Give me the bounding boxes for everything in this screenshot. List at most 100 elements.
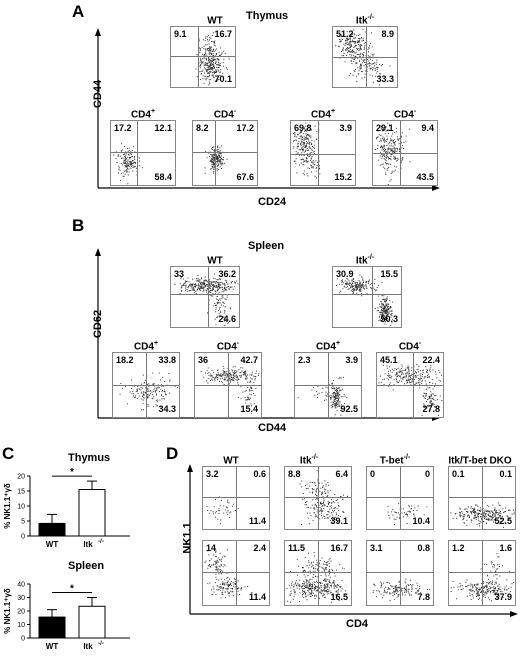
flow-dots — [200, 364, 260, 414]
quadrant-gate-horizontal — [333, 294, 401, 295]
quadrant-upper-left-value: 8.2 — [196, 123, 209, 133]
flow-plot: 33 36.2 24.6 — [170, 266, 240, 328]
quadrant-lower-right-value: 27.8 — [422, 404, 440, 414]
quadrant-lower-right-value: 15.2 — [334, 172, 352, 182]
bar — [38, 616, 66, 639]
bar-y-tick-label: 20 — [17, 474, 25, 481]
quadrant-upper-right-value: 2.4 — [253, 543, 266, 553]
flow-plot-title: WT — [207, 255, 223, 267]
thymus-bar-chart: 0 5 10 15 20 * WT Itk -/- % NK1.1⁺γδ — [3, 467, 130, 549]
quadrant-gate-vertical — [236, 467, 237, 529]
panel-b-yaxis-label: CD62 — [92, 309, 105, 339]
quadrant-gate-horizontal — [367, 571, 433, 573]
bar-y-tick-label: 5 — [21, 519, 25, 526]
bar-category-label: WT — [46, 642, 59, 651]
quadrant-upper-left-value: 45.1 — [380, 355, 398, 365]
panel-a-xaxis-label: CD24 — [258, 196, 287, 208]
quadrant-upper-left-value: 0 — [370, 469, 376, 479]
quadrant-lower-right-value: 37.9 — [494, 592, 512, 602]
quadrant-upper-right-value: 22.4 — [422, 355, 440, 365]
quadrant-upper-right-value: 16.7 — [214, 29, 232, 39]
panel-a-axes — [95, 28, 440, 191]
flow-plot-title: T-bet-/- — [379, 454, 411, 467]
quadrant-upper-right-value: 0.1 — [499, 469, 512, 479]
bar-category-label: WT — [46, 540, 59, 549]
quadrant-upper-left-value: 0.1 — [452, 469, 465, 479]
quadrant-gate-horizontal — [333, 57, 397, 58]
flow-plot-title: CD4+ — [315, 340, 341, 353]
flow-plot-title: CD4+ — [130, 108, 156, 121]
flow-plot: 8.8 6.4 39.1 — [284, 466, 352, 530]
quadrant-upper-right-value: 9.4 — [421, 123, 434, 133]
quadrant-lower-right-value: 92.5 — [340, 404, 358, 414]
bar-category-label: Itk — [83, 540, 93, 549]
flow-plot: 1.2 1.6 37.9 — [448, 540, 516, 606]
quadrant-upper-left-value: 33 — [174, 269, 185, 279]
panel-b-letter: B — [72, 216, 85, 235]
quadrant-upper-left-value: 29.1 — [376, 123, 394, 133]
quadrant-gate-vertical — [136, 121, 138, 185]
quadrant-lower-right-value: 33.3 — [376, 74, 394, 84]
quadrant-upper-right-value: 3.9 — [345, 355, 358, 365]
quadrant-gate-horizontal — [377, 385, 443, 386]
panel-b-title: Spleen — [248, 240, 285, 252]
bar-y-tick-label: 15 — [17, 489, 25, 496]
quadrant-upper-right-value: 8.9 — [381, 29, 394, 39]
quadrant-upper-right-value: 16.7 — [330, 543, 348, 553]
quadrant-upper-left-value: 36 — [198, 355, 209, 365]
quadrant-upper-left-value: 11.5 — [288, 543, 306, 553]
flow-plot: 2.3 3.9 92.5 — [294, 352, 362, 418]
quadrant-upper-left-value: 2.3 — [298, 355, 311, 365]
panel-b-xaxis-label: CD44 — [258, 422, 287, 434]
quadrant-lower-right-value: 43.5 — [416, 172, 434, 182]
quadrant-lower-right-value: 11.4 — [248, 592, 266, 602]
flow-plot: 17.2 12.1 58.4 — [110, 120, 176, 186]
quadrant-gate-horizontal — [193, 151, 257, 153]
flow-dots — [372, 578, 431, 601]
quadrant-lower-right-value: 70.1 — [214, 74, 232, 84]
quadrant-gate-horizontal — [295, 385, 361, 386]
quadrant-lower-right-value: 16.5 — [330, 592, 348, 602]
quadrant-gate-horizontal — [195, 385, 261, 386]
quadrant-upper-right-value: 3.9 — [339, 123, 352, 133]
flow-plot-title: Itk-/- — [355, 14, 375, 27]
panel-d-yaxis-label: NK1.1 — [181, 522, 194, 554]
flow-plot-title: CD4- — [393, 108, 417, 121]
bar-y-axis-label: % NK1.1⁺γδ — [3, 588, 12, 634]
quadrant-gate-horizontal — [291, 154, 355, 156]
bar-y-tick-label: 10 — [17, 504, 25, 511]
quadrant-gate-vertical — [318, 467, 319, 529]
flow-dots — [335, 274, 393, 326]
flow-dots — [299, 470, 348, 525]
quadrant-gate-vertical — [400, 541, 401, 605]
quadrant-gate-vertical — [317, 121, 319, 185]
bar-y-tick-label: 20 — [17, 609, 25, 616]
quadrant-gate-vertical — [236, 541, 237, 605]
flow-plot-title: CD4+ — [133, 340, 159, 353]
quadrant-gate-horizontal — [113, 385, 179, 386]
quadrant-upper-right-value: 6.4 — [335, 469, 348, 479]
bar-y-tick-label: 30 — [17, 595, 25, 602]
quadrant-upper-right-value: 0.6 — [253, 469, 266, 479]
quadrant-upper-left-value: 18.2 — [116, 355, 134, 365]
quadrant-gate-vertical — [208, 267, 210, 327]
quadrant-lower-right-value: 67.6 — [236, 172, 254, 182]
flow-plot: 69.8 3.9 15.2 — [290, 120, 356, 186]
flow-plot-title: WT — [207, 15, 223, 27]
bar-y-tick-label: 10 — [17, 622, 25, 629]
flow-plot: 11.5 16.7 16.5 — [284, 540, 352, 606]
quadrant-upper-left-value: 30.9 — [336, 269, 354, 279]
quadrant-lower-right-value: 50.3 — [380, 314, 398, 324]
quadrant-gate-horizontal — [171, 55, 235, 57]
bar-category-sup: -/- — [98, 641, 104, 647]
flow-plot: 0 0 10.4 — [366, 466, 434, 530]
quadrant-lower-right-value: 10.4 — [412, 516, 430, 526]
quadrant-gate-horizontal — [171, 294, 239, 295]
flow-dots — [292, 122, 321, 179]
quadrant-upper-left-value: 3.2 — [206, 469, 219, 479]
panel-c-spleen-title: Spleen — [68, 560, 105, 572]
flow-plot: 3.2 0.6 11.4 — [202, 466, 270, 530]
quadrant-upper-right-value: 33.8 — [158, 355, 176, 365]
quadrant-gate-vertical — [400, 467, 401, 529]
panel-a-yaxis-label: CD44 — [92, 79, 105, 109]
